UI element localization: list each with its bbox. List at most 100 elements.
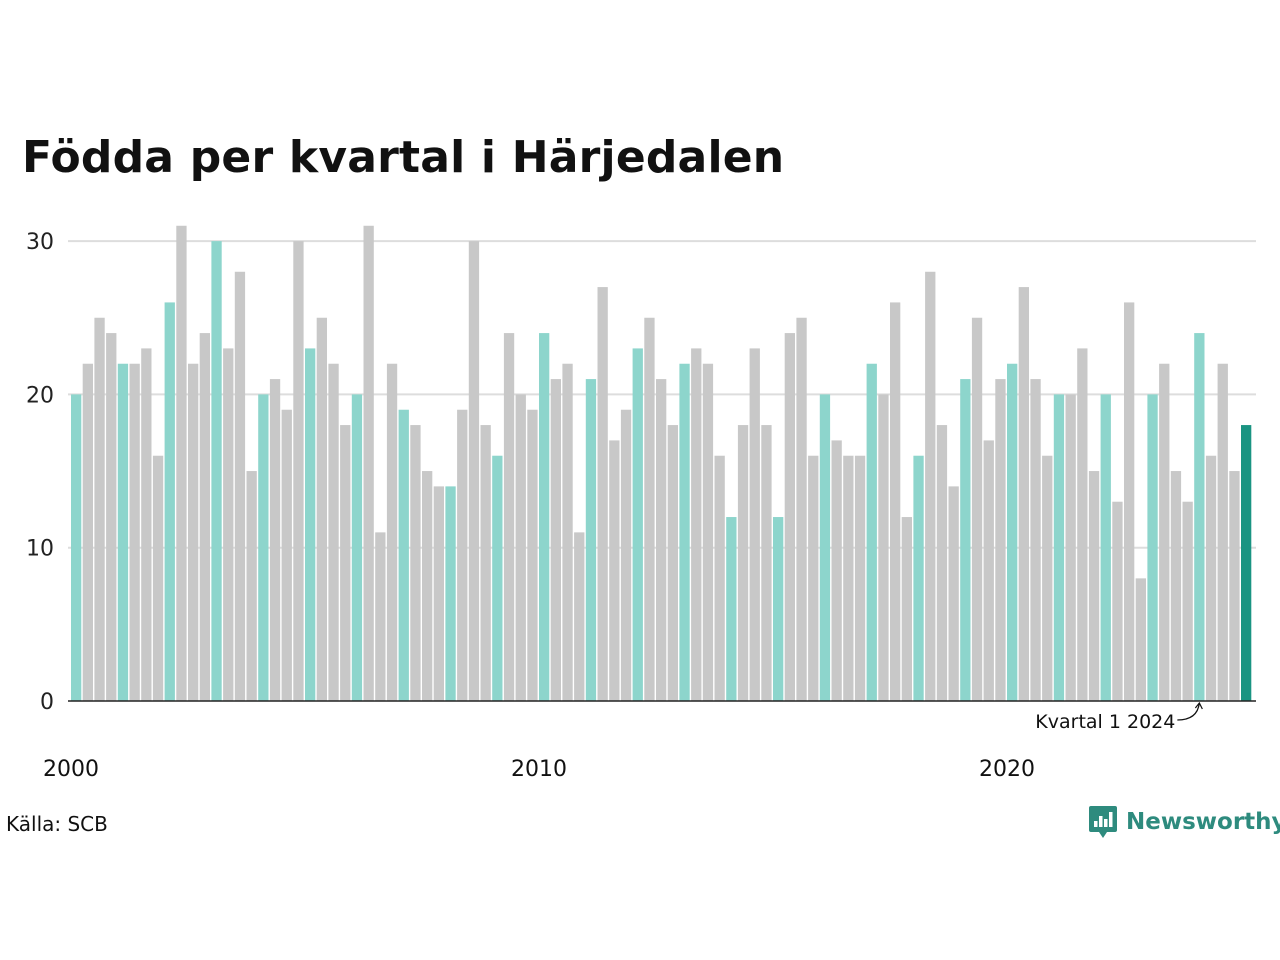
- x-tick-label: 2010: [511, 757, 567, 782]
- bar: [503, 333, 515, 701]
- bar: [1112, 501, 1123, 701]
- bar: [1065, 394, 1076, 701]
- bar: [620, 409, 632, 701]
- bar: [94, 317, 105, 701]
- y-tick-label: 0: [40, 690, 54, 715]
- bar: [1088, 471, 1100, 701]
- bar: [468, 241, 480, 701]
- bar: [386, 363, 398, 701]
- bar: [819, 394, 831, 701]
- bar: [866, 363, 877, 701]
- bar: [410, 425, 421, 701]
- bar: [234, 271, 246, 701]
- bar: [1135, 578, 1146, 701]
- bar: [796, 317, 807, 701]
- newsworthy-logo-icon: [1089, 806, 1117, 838]
- bar: [1217, 363, 1228, 701]
- bar-chart: 0 10 20 30 2000 2010 2020 Kvartal 1 2024: [26, 225, 1256, 782]
- bar: [375, 532, 386, 701]
- bar: [550, 379, 561, 701]
- bar: [176, 225, 187, 701]
- bars: [71, 225, 1252, 701]
- bar: [737, 425, 749, 701]
- bar: [597, 287, 608, 701]
- bar: [679, 363, 690, 701]
- bar: [457, 409, 468, 701]
- y-tick-label: 30: [26, 230, 54, 255]
- bar: [1030, 379, 1041, 701]
- bar: [609, 440, 620, 701]
- annotation-label: Kvartal 1 2024: [1035, 711, 1175, 733]
- y-tick-label: 20: [26, 383, 54, 408]
- bar: [129, 363, 140, 701]
- bar: [878, 394, 889, 701]
- bar: [960, 379, 971, 701]
- bar: [71, 394, 82, 701]
- y-tick-label: 10: [26, 537, 54, 562]
- bar: [1241, 425, 1252, 701]
- bar: [1159, 363, 1170, 701]
- bar: [1205, 455, 1217, 701]
- bar: [492, 455, 503, 701]
- bar: [901, 517, 912, 701]
- bar: [480, 425, 491, 701]
- bar: [585, 379, 597, 701]
- y-axis-labels: 0 10 20 30: [26, 230, 54, 715]
- bar: [1042, 455, 1053, 701]
- bar: [1170, 471, 1182, 701]
- bar: [644, 317, 655, 701]
- bar: [152, 455, 164, 701]
- bar: [164, 302, 175, 701]
- bar: [913, 455, 924, 701]
- bar: [82, 363, 93, 701]
- bar: [305, 348, 316, 701]
- bar: [1182, 501, 1193, 701]
- bar: [363, 225, 374, 701]
- bar: [340, 425, 351, 701]
- bar: [1124, 302, 1135, 701]
- bar: [246, 471, 257, 701]
- bar: [784, 333, 795, 701]
- bar: [983, 440, 994, 701]
- bar: [1194, 333, 1205, 701]
- bar: [936, 425, 948, 701]
- bar: [211, 241, 222, 701]
- bar: [527, 409, 538, 701]
- bar: [843, 455, 854, 701]
- bar: [761, 425, 772, 701]
- bar: [1053, 394, 1065, 701]
- bar: [854, 455, 866, 701]
- bar: [831, 440, 842, 701]
- bar: [1229, 471, 1240, 701]
- bar: [890, 302, 901, 701]
- bar: [1077, 348, 1088, 701]
- bar: [808, 455, 819, 701]
- bar: [1100, 394, 1111, 701]
- bar: [971, 317, 983, 701]
- bar: [223, 348, 234, 701]
- bar: [293, 241, 304, 701]
- bar: [749, 348, 760, 701]
- bar: [1018, 287, 1029, 701]
- source-label: Källa: SCB: [6, 812, 108, 836]
- annotation-arrow: [1177, 701, 1203, 721]
- brand-name: Newsworthy: [1126, 809, 1280, 835]
- bar: [995, 379, 1006, 701]
- chart-title: Födda per kvartal i Härjedalen: [22, 132, 785, 183]
- bar: [445, 486, 456, 701]
- bar: [351, 394, 363, 701]
- bar: [398, 409, 409, 701]
- newsworthy-logo: Newsworthy: [1088, 804, 1280, 840]
- bar: [433, 486, 444, 701]
- bar: [667, 425, 678, 701]
- x-tick-label: 2000: [43, 757, 99, 782]
- bar: [422, 471, 433, 701]
- bar: [188, 363, 199, 701]
- bar: [316, 317, 327, 701]
- bar: [328, 363, 339, 701]
- bar: [269, 379, 281, 701]
- bar: [515, 394, 526, 701]
- bar: [1147, 394, 1158, 701]
- x-axis-labels: 2000 2010 2020: [43, 757, 1035, 782]
- bar: [281, 409, 292, 701]
